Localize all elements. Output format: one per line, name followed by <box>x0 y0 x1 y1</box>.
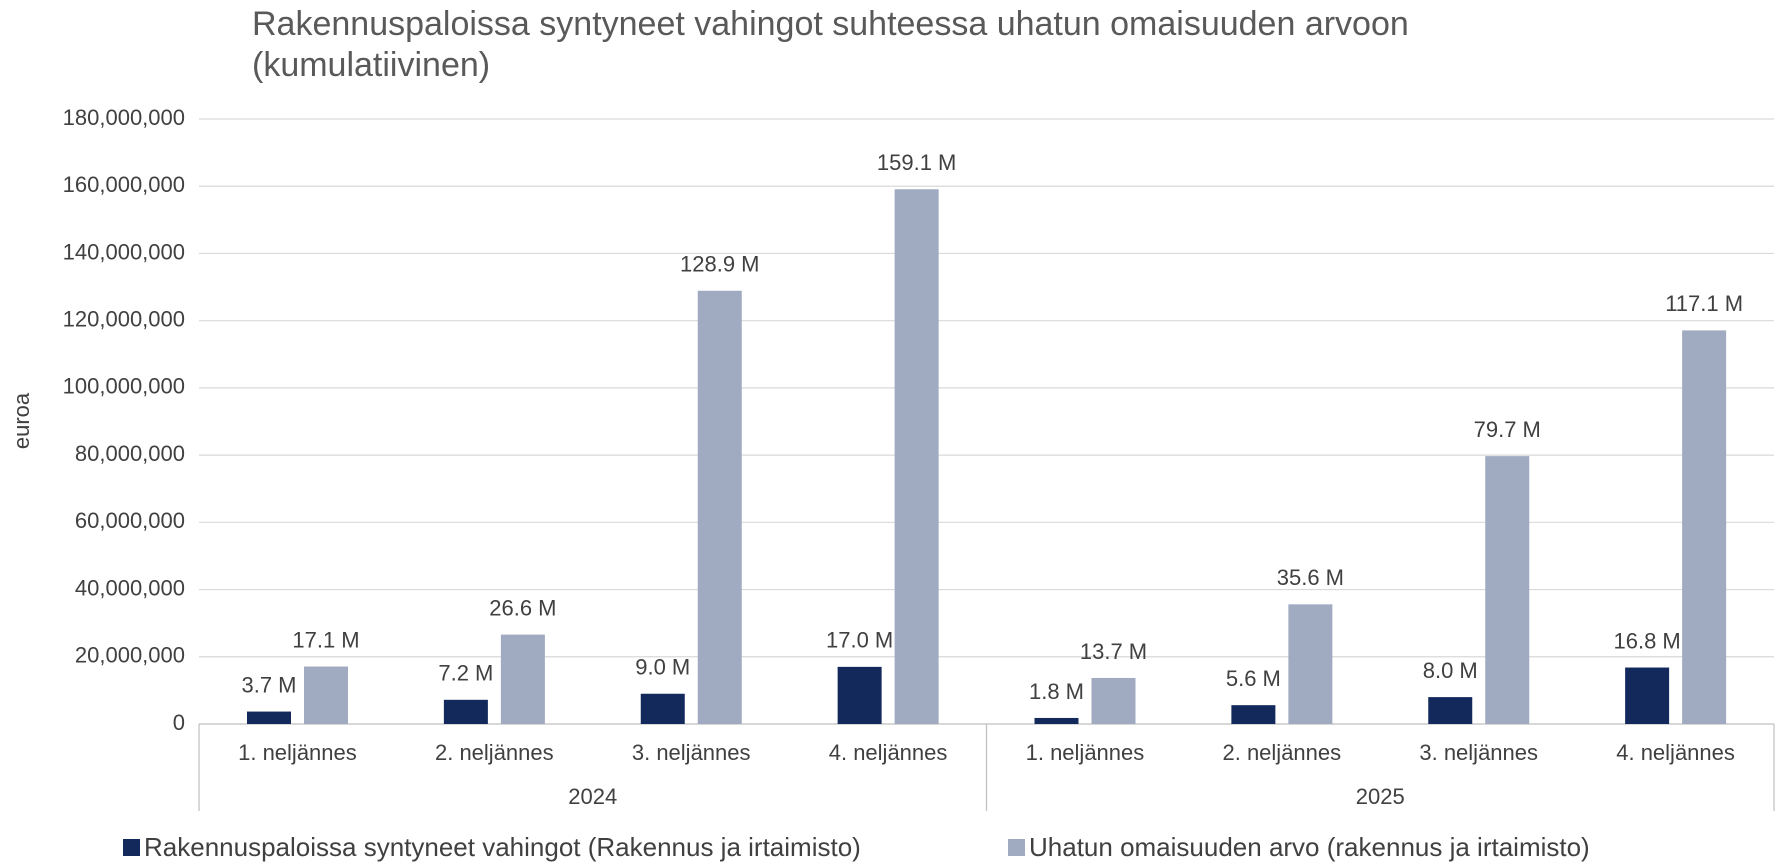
bar <box>1485 456 1530 724</box>
y-tick-label: 100,000,000 <box>63 374 185 399</box>
bar <box>1682 330 1727 724</box>
x-tick-label: 3. neljännes <box>632 740 751 765</box>
legend-label: Uhatun omaisuuden arvo (rakennus ja irta… <box>1029 832 1590 862</box>
y-tick-label: 120,000,000 <box>63 306 185 331</box>
group-label: 2024 <box>568 784 617 809</box>
chart-title: Rakennuspaloissa syntyneet vahingot suht… <box>252 5 1409 84</box>
bar <box>837 666 882 724</box>
y-tick-label: 0 <box>173 710 185 735</box>
y-tick-label: 60,000,000 <box>75 508 185 533</box>
data-label: 26.6 M <box>489 595 556 620</box>
x-tick-label: 1. neljännes <box>1026 740 1145 765</box>
data-label: 159.1 M <box>877 150 957 175</box>
y-tick-label: 180,000,000 <box>63 105 185 130</box>
legend-swatch <box>123 839 140 856</box>
bar <box>1231 705 1276 724</box>
bar <box>443 699 488 724</box>
group-label: 2025 <box>1356 784 1405 809</box>
bar <box>1625 667 1670 724</box>
bar <box>500 634 545 724</box>
data-label: 16.8 M <box>1613 628 1680 653</box>
bar <box>894 189 939 725</box>
data-label: 8.0 M <box>1423 658 1478 683</box>
data-label: 128.9 M <box>680 252 760 277</box>
data-label: 3.7 M <box>241 672 296 697</box>
legend-label: Rakennuspaloissa syntyneet vahingot (Rak… <box>144 832 861 862</box>
bar <box>1034 717 1079 724</box>
y-tick-label: 160,000,000 <box>63 172 185 197</box>
data-label: 7.2 M <box>438 661 493 686</box>
y-tick-label: 40,000,000 <box>75 575 185 600</box>
data-label: 5.6 M <box>1226 666 1281 691</box>
bar <box>1091 677 1136 724</box>
data-label: 9.0 M <box>635 655 690 680</box>
data-label: 13.7 M <box>1080 639 1147 664</box>
data-label: 1.8 M <box>1029 679 1084 704</box>
x-tick-label: 1. neljännes <box>238 740 357 765</box>
x-tick-label: 4. neljännes <box>829 740 948 765</box>
data-label: 79.7 M <box>1474 417 1541 442</box>
bar <box>697 290 742 724</box>
bar <box>640 693 685 724</box>
bar <box>1288 604 1333 724</box>
data-label: 17.1 M <box>292 627 359 652</box>
y-tick-label: 80,000,000 <box>75 441 185 466</box>
bar <box>1428 697 1473 724</box>
y-tick-label: 140,000,000 <box>63 239 185 264</box>
x-tick-label: 2. neljännes <box>435 740 554 765</box>
y-tick-label: 20,000,000 <box>75 643 185 668</box>
x-tick-label: 2. neljännes <box>1222 740 1341 765</box>
data-label: 35.6 M <box>1277 565 1344 590</box>
bar <box>304 666 348 724</box>
bar <box>247 711 291 724</box>
data-label: 117.1 M <box>1665 291 1743 316</box>
y-axis-label: euroa <box>9 392 34 449</box>
legend-swatch <box>1008 839 1025 856</box>
x-tick-label: 3. neljännes <box>1419 740 1538 765</box>
x-tick-label: 4. neljännes <box>1616 740 1735 765</box>
data-label: 17.0 M <box>826 628 893 653</box>
